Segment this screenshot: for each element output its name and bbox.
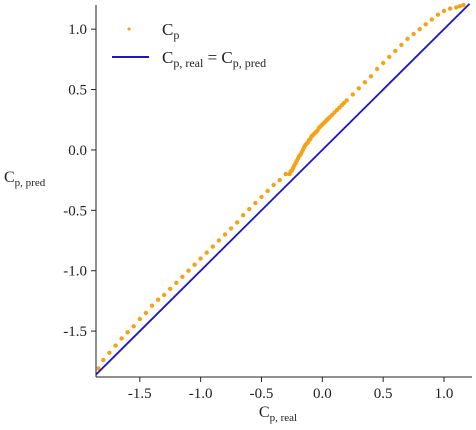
scatter-point [259,194,264,200]
scatter-point [198,256,203,261]
scatter-point [155,297,161,302]
scatter-point [405,36,410,41]
scatter-point [374,66,380,72]
x-tick-label: -1.5 [128,386,152,402]
y-tick-label: -1.0 [63,264,87,280]
scatter-point [235,220,240,225]
scatter-point [393,48,398,54]
y-tick-label: 1.0 [68,22,87,38]
x-tick-label: 0.5 [374,386,393,402]
scatter-point [143,310,149,316]
scatter-point [210,244,215,249]
scatter-point [265,188,270,194]
scatter-point [461,2,466,8]
identity-line [95,3,471,376]
scatter-point [107,350,112,355]
axes [95,5,472,378]
x-tick-label: -1.0 [189,386,213,402]
scatter-point [168,286,173,291]
scatter-point [101,357,106,363]
scatter-point [356,86,361,91]
scatter-point [125,330,130,335]
scatter-point [180,274,185,279]
x-axis-title: Cp, real [259,404,297,424]
y-tick-label: -0.5 [63,203,87,219]
scatter-point [344,98,349,103]
scatter-point [186,268,191,273]
scatter-point [387,54,392,60]
legend-label-line: Cp, real = Cp, pred [162,48,266,70]
x-tick-label: 1.0 [435,386,454,402]
scatter-point [119,336,124,341]
scatter-point [277,177,282,183]
scatter-point [228,226,234,231]
scatter-point [253,200,258,206]
legend: Cp Cp, real = Cp, pred [112,20,266,70]
scatter-point [457,3,462,9]
data-points [96,2,466,371]
scatter-point [161,292,167,298]
scatter-point [271,182,276,188]
y-tick-label: -1.5 [63,324,87,340]
scatter-point [283,171,288,177]
scatter-point [447,6,453,11]
scatter-point [362,80,368,85]
identity-line-path [95,3,471,376]
scatter-point [417,27,422,32]
scatter-point [454,5,459,10]
scatter-point [149,303,155,308]
scatter-point [241,213,246,218]
scatter-point [411,31,416,37]
scatter-point [204,250,209,255]
scatter-point [368,74,374,79]
scatter-point [113,343,118,348]
y-axis-title: Cp, pred [4,169,46,189]
x-tick-label: 0.0 [313,386,332,402]
scatter-point [423,22,428,27]
scatter-point [350,92,355,97]
scatter-point [441,8,447,14]
y-ticks: -1.5 -1.0 -0.5 0.0 0.5 1.0 [63,22,96,340]
scatter-point [96,366,101,371]
legend-label-scatter: Cp [162,20,179,42]
x-ticks: -1.5 -1.0 -0.5 0.0 0.5 1.0 [128,377,453,402]
scatter-point [435,12,441,17]
scatter-point [247,206,252,212]
scatter-point [222,232,228,237]
scatter-point [131,324,136,329]
scatter-point [429,17,434,22]
y-tick-label: 0.0 [68,143,87,159]
y-tick-label: 0.5 [68,83,87,99]
scatter-point [399,42,404,48]
scatter-point [174,280,179,285]
legend-marker-scatter [127,27,131,31]
scatter-point [137,316,142,322]
x-tick-label: -0.5 [250,386,274,402]
scatter-point [216,238,222,243]
scatter-point [381,60,386,66]
scatter-point [192,262,197,267]
